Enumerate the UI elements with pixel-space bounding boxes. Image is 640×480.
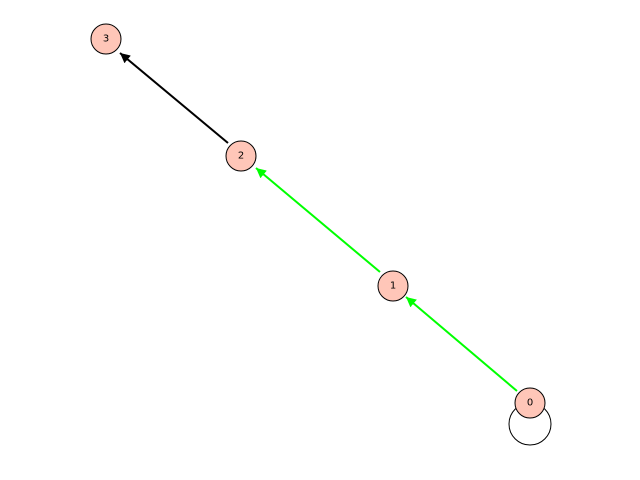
- node-0[interactable]: 0: [514, 387, 546, 419]
- node-3-label: 3: [103, 34, 109, 45]
- node-2-circle: [225, 140, 257, 172]
- node-2[interactable]: 2: [225, 140, 257, 172]
- nodes-layer: 0 1 2 3: [90, 23, 546, 419]
- node-2-label: 2: [238, 151, 244, 162]
- node-3-circle: [90, 23, 122, 55]
- node-1-label: 1: [390, 281, 396, 292]
- node-1-circle: [377, 270, 409, 302]
- node-3[interactable]: 3: [90, 23, 122, 55]
- edge-1-2: [255, 167, 381, 273]
- node-1[interactable]: 1: [377, 270, 409, 302]
- edge-0-1: [405, 296, 518, 392]
- node-0-circle: [514, 387, 546, 419]
- node-0-label: 0: [527, 398, 533, 409]
- edges-layer: [119, 52, 552, 446]
- edge-2-3: [119, 52, 229, 144]
